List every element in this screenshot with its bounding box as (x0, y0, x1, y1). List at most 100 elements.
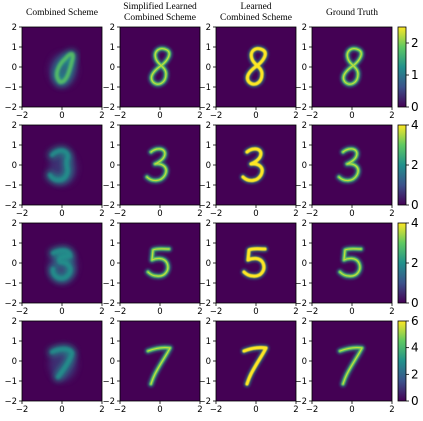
column-title: Combined Scheme (26, 8, 98, 18)
y-tick-label: 0 (110, 161, 115, 171)
y-tick-label: 1 (110, 141, 115, 151)
x-tick-label: −2 (114, 111, 127, 121)
y-tick-label: −2 (198, 397, 211, 407)
x-tick-label: 2 (197, 111, 202, 121)
x-tick-label: 0 (157, 111, 162, 121)
colorbar-tick-label: 4 (411, 341, 419, 355)
y-tick-label: 2 (302, 121, 307, 131)
colorbar-tick-label: 0 (411, 100, 419, 114)
colorbar-tick-label: 4 (411, 118, 419, 132)
y-tick-label: −2 (198, 103, 211, 113)
x-tick-label: −2 (210, 307, 223, 317)
y-tick-label: 1 (12, 337, 17, 347)
y-tick-label: −1 (294, 377, 307, 387)
x-tick-label: −2 (210, 405, 223, 415)
y-tick-label: 1 (302, 141, 307, 151)
x-tick-label: −2 (16, 405, 29, 415)
y-tick-label: −2 (4, 299, 17, 309)
y-tick-label: −1 (198, 279, 211, 289)
colorbar-tick-label: 0 (411, 198, 419, 212)
y-tick-label: 1 (12, 141, 17, 151)
y-tick-label: 0 (206, 357, 211, 367)
x-tick-label: 0 (349, 209, 354, 219)
y-tick-label: −2 (4, 201, 17, 211)
x-tick-label: 0 (59, 405, 64, 415)
y-tick-label: 2 (206, 121, 211, 131)
colorbar: 0 1 2 (397, 26, 419, 114)
y-tick-label: −1 (4, 83, 17, 93)
colorbar-tick-label: 1 (411, 68, 419, 82)
x-tick-label: −2 (16, 307, 29, 317)
y-tick-label: −1 (294, 181, 307, 191)
y-tick-label: 0 (206, 63, 211, 73)
x-tick-label: 2 (293, 209, 298, 219)
y-tick-label: 0 (12, 63, 17, 73)
y-tick-label: 1 (302, 337, 307, 347)
colorbar-tick-label: 0 (411, 296, 419, 310)
x-tick-label: 2 (197, 307, 202, 317)
y-tick-label: 2 (302, 317, 307, 327)
y-tick-label: −1 (102, 181, 115, 191)
colorbar-tick-label: 6 (411, 314, 419, 328)
y-tick-label: 0 (206, 161, 211, 171)
y-tick-label: −1 (198, 377, 211, 387)
colorbar: 0 2 4 (397, 118, 419, 212)
x-tick-label: 2 (99, 307, 104, 317)
y-tick-label: 1 (110, 337, 115, 347)
y-tick-label: 2 (302, 23, 307, 33)
column-title: Ground Truth (326, 8, 378, 18)
y-tick-label: −1 (102, 279, 115, 289)
colorbar-scale (397, 320, 407, 402)
y-tick-label: 1 (110, 43, 115, 53)
y-tick-label: 0 (302, 259, 307, 269)
y-tick-label: 0 (110, 259, 115, 269)
column-title: Combined Scheme (220, 13, 292, 23)
x-tick-label: −2 (210, 111, 223, 121)
x-tick-label: 2 (389, 111, 394, 121)
y-tick-label: −1 (4, 279, 17, 289)
y-tick-label: −2 (294, 299, 307, 309)
y-tick-label: 2 (110, 121, 115, 131)
colorbar-scale (397, 222, 407, 304)
y-tick-label: −2 (4, 397, 17, 407)
y-tick-label: 0 (302, 357, 307, 367)
x-tick-label: 2 (293, 307, 298, 317)
x-tick-label: 0 (59, 111, 64, 121)
y-tick-label: 0 (110, 357, 115, 367)
x-tick-label: 0 (157, 307, 162, 317)
y-tick-label: −2 (294, 397, 307, 407)
y-tick-label: −2 (102, 397, 115, 407)
column-title: Combined Scheme (124, 13, 196, 23)
y-tick-label: 1 (206, 337, 211, 347)
x-tick-label: −2 (114, 209, 127, 219)
column-title: Simplified Learned (123, 1, 197, 12)
y-tick-label: 2 (206, 23, 211, 33)
x-tick-label: 0 (59, 307, 64, 317)
y-tick-label: −2 (102, 299, 115, 309)
colorbars: 0 1 2 0 2 4 0 2 4 0 2 4 6 (397, 26, 419, 408)
y-tick-label: 1 (302, 43, 307, 53)
x-tick-label: 0 (157, 209, 162, 219)
y-tick-label: 0 (12, 161, 17, 171)
x-tick-label: −2 (210, 209, 223, 219)
y-tick-label: 2 (110, 219, 115, 229)
y-tick-label: −2 (4, 103, 17, 113)
x-tick-label: 0 (349, 405, 354, 415)
x-tick-label: −2 (16, 209, 29, 219)
y-tick-label: −1 (198, 83, 211, 93)
y-tick-label: −1 (4, 377, 17, 387)
